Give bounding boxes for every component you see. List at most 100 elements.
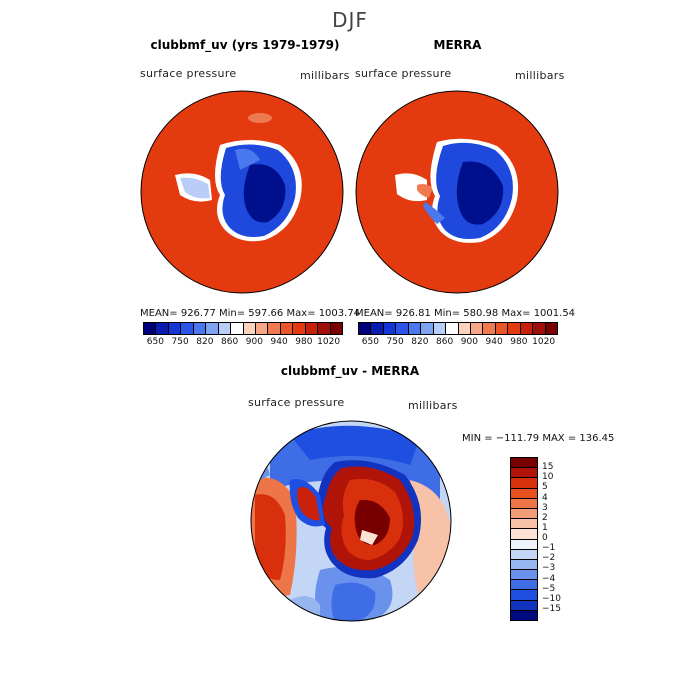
colorbar-tick-label: −15 <box>542 603 561 614</box>
colorbar-swatch <box>511 539 537 550</box>
panel-1-colorbar <box>143 322 343 335</box>
colorbar-tick-label: 15 <box>542 462 554 473</box>
panel-3-colorbar-ticks: 15 10 5 4 3 2 1 0 −1 −2 −3 −4 −5 −10 −15 <box>542 457 582 619</box>
colorbar-tick-label: 820 <box>196 337 214 347</box>
colorbar-tick-label: 980 <box>295 337 313 347</box>
colorbar-swatch <box>511 610 537 620</box>
panel-2-title: MERRA <box>433 38 482 52</box>
colorbar-swatch <box>193 323 207 334</box>
colorbar-tick-label: 2 <box>542 512 548 523</box>
colorbar-swatch <box>433 323 447 334</box>
colorbar-swatch <box>280 323 294 334</box>
colorbar-swatch <box>511 478 537 489</box>
colorbar-swatch <box>483 323 496 334</box>
panel-2-units-label: millibars <box>515 69 565 82</box>
colorbar-swatch <box>511 458 537 469</box>
colorbar-tick-label: 820 <box>411 337 429 347</box>
colorbar-swatch <box>470 323 484 334</box>
colorbar-swatch <box>218 323 232 334</box>
colorbar-swatch <box>144 323 157 334</box>
panel-3-units-label: millibars <box>408 399 458 412</box>
panel-3-map <box>250 420 452 622</box>
colorbar-tick-label: 1020 <box>532 337 556 347</box>
colorbar-swatch <box>511 549 537 560</box>
colorbar-swatch <box>231 323 244 334</box>
panel-3-title: clubbmf_uv - MERRA <box>280 364 420 378</box>
panel-3-colorbar <box>510 457 538 621</box>
colorbar-tick-label: 750 <box>171 337 189 347</box>
colorbar-swatch <box>293 323 306 334</box>
panel-2-colorbar-ticks: 650 750 820 860 900 940 980 1020 <box>358 337 556 349</box>
colorbar-swatch <box>168 323 182 334</box>
colorbar-swatch <box>533 323 546 334</box>
panel-2-colorbar <box>358 322 558 335</box>
colorbar-swatch <box>458 323 471 334</box>
colorbar-swatch <box>511 498 537 509</box>
colorbar-tick-label: 1020 <box>317 337 341 347</box>
colorbar-swatch <box>268 323 281 334</box>
colorbar-tick-label: 980 <box>510 337 528 347</box>
colorbar-tick-label: 650 <box>361 337 379 347</box>
colorbar-tick-label: −2 <box>542 553 556 564</box>
colorbar-swatch <box>396 323 409 334</box>
colorbar-tick-label: 750 <box>386 337 404 347</box>
panel-1-map <box>140 90 344 294</box>
colorbar-swatch <box>318 323 331 334</box>
colorbar-swatch <box>359 323 372 334</box>
colorbar-swatch <box>446 323 459 334</box>
colorbar-swatch <box>181 323 194 334</box>
colorbar-swatch <box>511 570 537 581</box>
panel-3-stats: MIN = −111.79 MAX = 136.45 <box>462 433 615 444</box>
colorbar-swatch <box>520 323 534 334</box>
panel-1-stats: MEAN= 926.77 Min= 597.66 Max= 1003.74 <box>140 308 361 319</box>
colorbar-swatch <box>511 559 537 571</box>
colorbar-swatch <box>243 323 256 334</box>
colorbar-tick-label: 3 <box>542 502 548 513</box>
colorbar-tick-label: 1 <box>542 522 548 533</box>
panel-2-stats: MEAN= 926.81 Min= 580.98 Max= 1001.54 <box>355 308 576 319</box>
page-title: DJF <box>332 8 368 32</box>
colorbar-tick-label: −10 <box>542 593 561 604</box>
colorbar-swatch <box>330 323 342 334</box>
panel-1-units-label: millibars <box>300 69 350 82</box>
colorbar-tick-label: 4 <box>542 492 548 503</box>
colorbar-tick-label: 860 <box>221 337 239 347</box>
panel-1-title: clubbmf_uv (yrs 1979-1979) <box>150 38 340 52</box>
colorbar-tick-label: 860 <box>436 337 454 347</box>
colorbar-swatch <box>511 488 537 499</box>
colorbar-swatch <box>511 590 537 601</box>
colorbar-swatch <box>545 323 557 334</box>
colorbar-swatch <box>421 323 434 334</box>
colorbar-tick-label: 0 <box>542 533 548 543</box>
colorbar-tick-label: 5 <box>542 482 548 493</box>
colorbar-tick-label: 900 <box>245 337 263 347</box>
colorbar-swatch <box>255 323 269 334</box>
colorbar-swatch <box>511 519 537 530</box>
colorbar-tick-label: −3 <box>542 563 556 574</box>
colorbar-tick-label: 650 <box>146 337 164 347</box>
colorbar-tick-label: −5 <box>542 583 556 594</box>
colorbar-swatch <box>511 508 537 520</box>
colorbar-swatch <box>206 323 219 334</box>
colorbar-tick-label: 940 <box>485 337 503 347</box>
colorbar-swatch <box>371 323 384 334</box>
colorbar-swatch <box>156 323 169 334</box>
panel-2-field-label: surface pressure <box>355 67 452 80</box>
colorbar-tick-label: −4 <box>542 573 556 584</box>
panel-3-field-label: surface pressure <box>248 396 345 409</box>
panel-2-map <box>355 90 559 294</box>
colorbar-tick-label: 900 <box>460 337 478 347</box>
colorbar-swatch <box>383 323 397 334</box>
colorbar-swatch <box>305 323 319 334</box>
colorbar-swatch <box>511 529 537 540</box>
colorbar-tick-label: 10 <box>542 472 554 483</box>
colorbar-swatch <box>508 323 521 334</box>
panel-1-field-label: surface pressure <box>140 67 237 80</box>
colorbar-swatch <box>511 580 537 591</box>
colorbar-swatch <box>408 323 422 334</box>
panel-1-colorbar-ticks: 650 750 820 860 900 940 980 1020 <box>143 337 341 349</box>
colorbar-tick-label: −1 <box>542 543 556 554</box>
colorbar-tick-label: 940 <box>270 337 288 347</box>
colorbar-swatch <box>495 323 509 334</box>
colorbar-swatch <box>511 600 537 611</box>
